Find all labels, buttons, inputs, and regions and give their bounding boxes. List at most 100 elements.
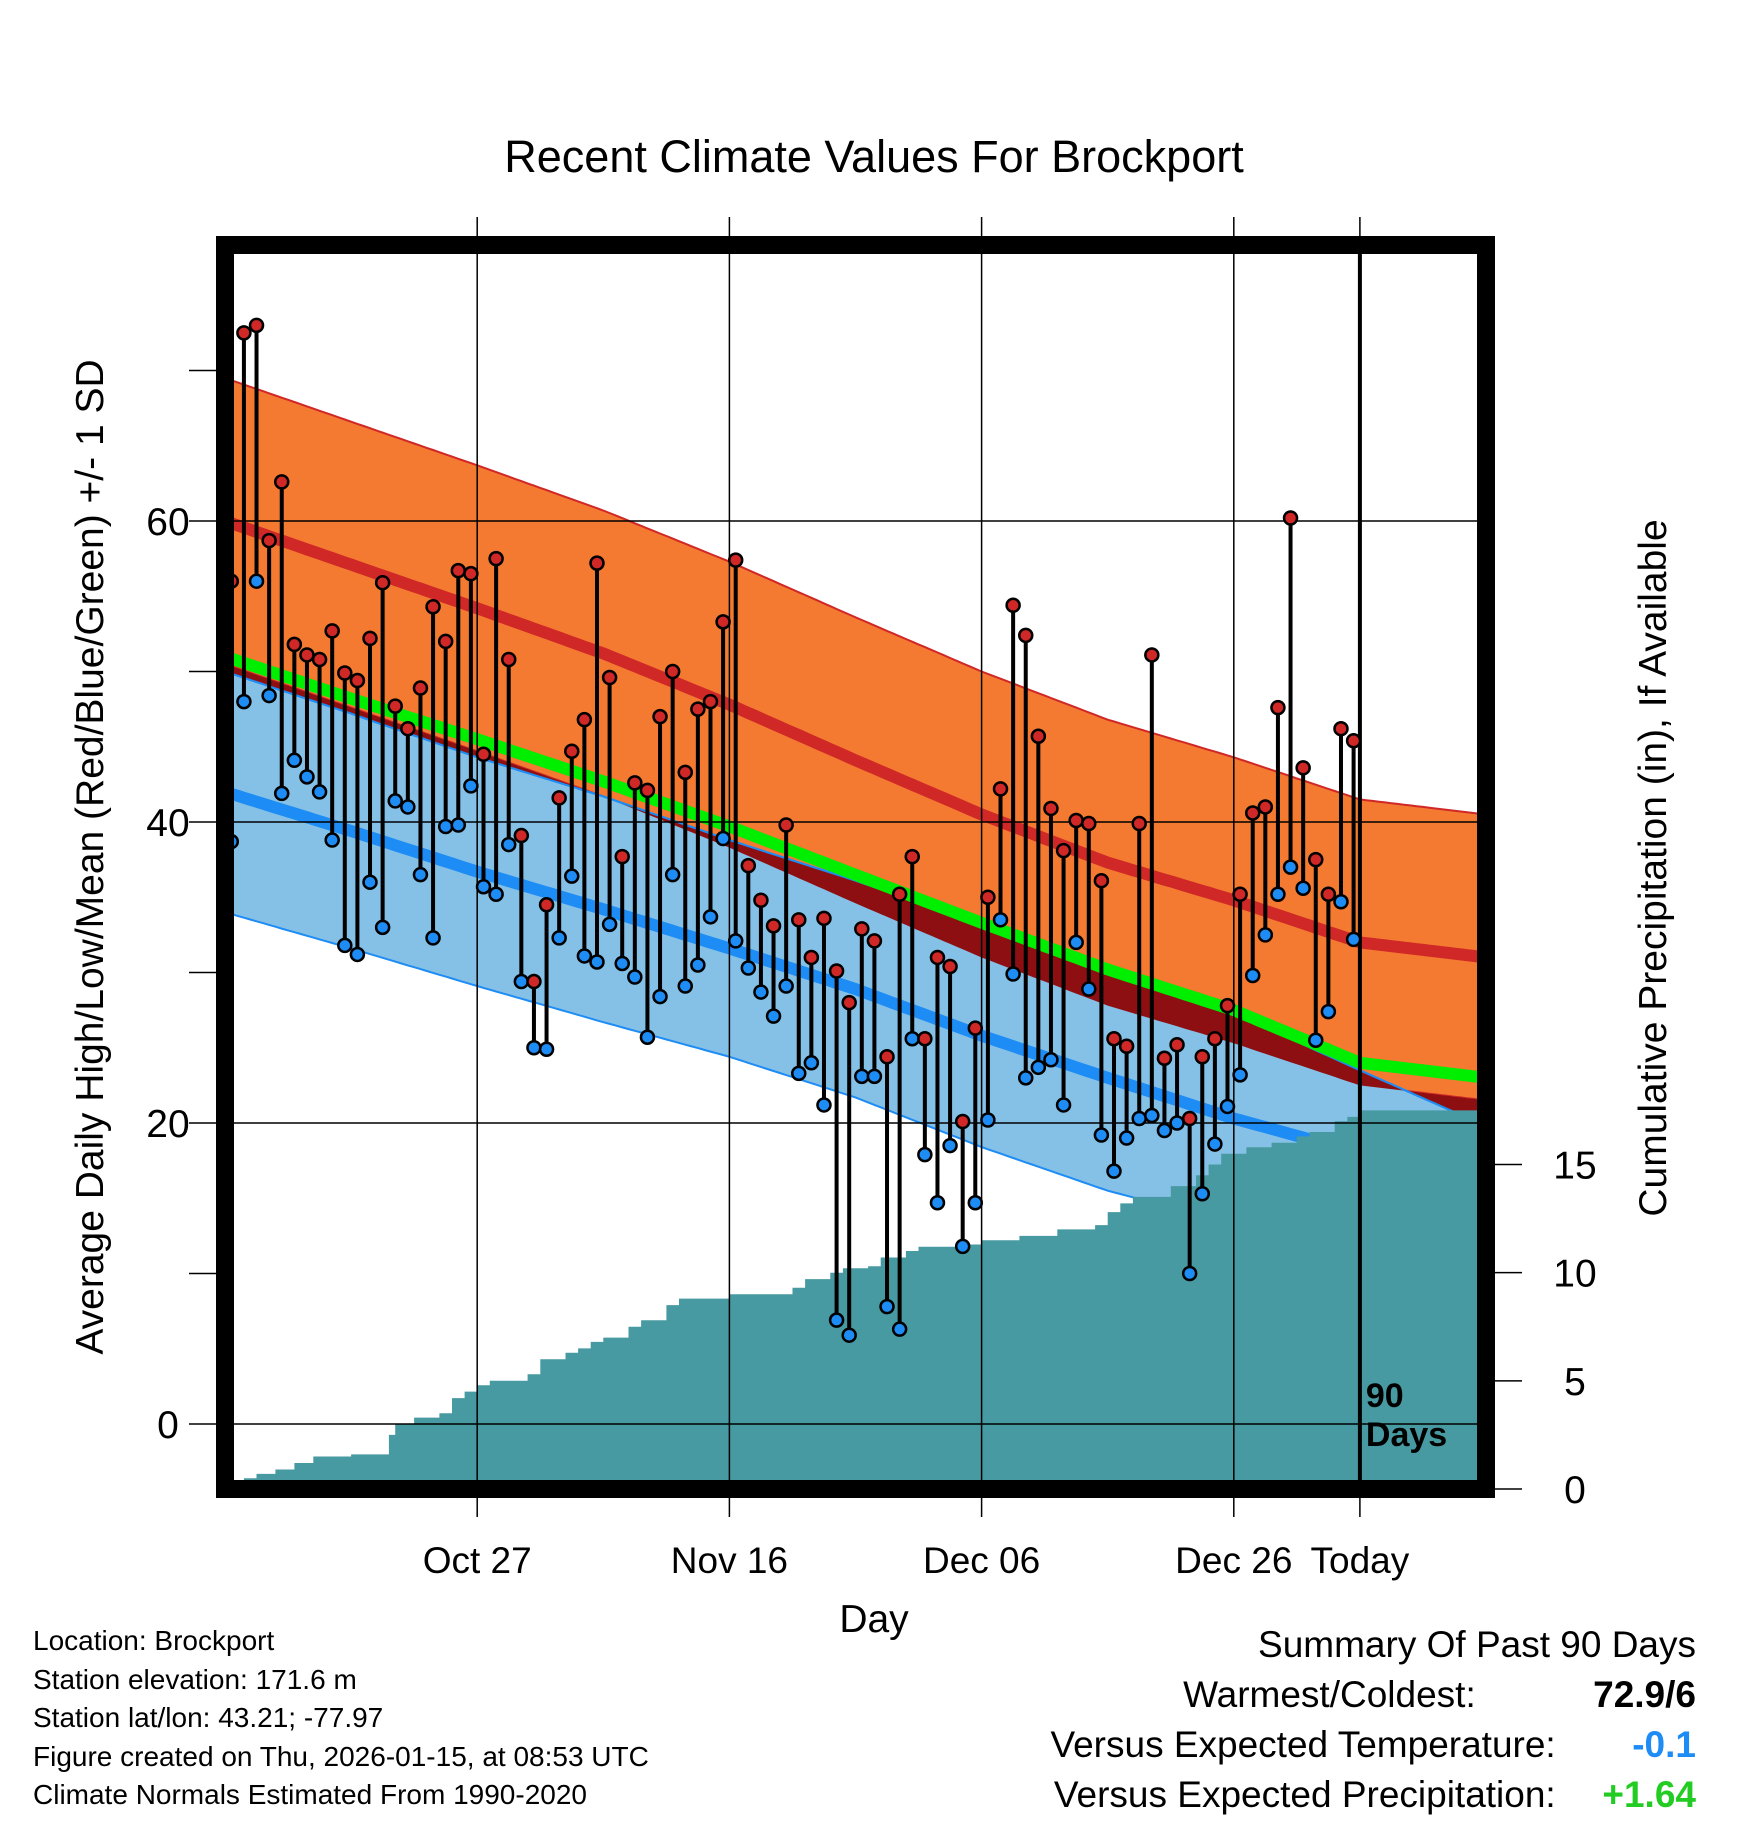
daily-low-point — [412, 866, 429, 883]
daily-low-point — [1081, 981, 1097, 997]
daily-low-point — [589, 954, 605, 970]
daily-high-point — [1320, 886, 1337, 902]
daily-low-point — [526, 1040, 542, 1056]
daily-low-point — [1055, 1097, 1072, 1113]
daily-low-point — [727, 933, 744, 949]
daily-high-point — [841, 994, 857, 1011]
daily-high-point — [349, 672, 366, 689]
daily-high-point — [715, 614, 731, 630]
daily-low-point — [1333, 894, 1349, 910]
daily-low-point — [1118, 1130, 1135, 1146]
daily-high-point — [1005, 597, 1021, 614]
daily-low-point — [601, 916, 618, 933]
warmest-coldest-value: 72.9/6 — [1593, 1674, 1696, 1715]
daily-low-point — [248, 573, 265, 589]
x-tick-label: Dec 06 — [923, 1540, 1040, 1581]
daily-low-point — [677, 978, 694, 994]
daily-high-point — [324, 623, 340, 639]
y-tick-label-right: 15 — [1553, 1144, 1596, 1187]
daily-low-point — [1068, 934, 1084, 951]
chart-title: Recent Climate Values For Brockport — [504, 131, 1244, 182]
daily-high-point — [652, 708, 668, 725]
daily-low-point — [1295, 880, 1311, 896]
summary-panel: Summary Of Past 90 Days Warmest/Coldest:… — [896, 1620, 1696, 1820]
daily-high-point — [614, 848, 630, 865]
daily-low-point — [1244, 967, 1261, 984]
daily-high-point — [362, 630, 378, 647]
daily-high-point — [1207, 1030, 1223, 1047]
y-axis-label-right: Cumulative Precipitation (in), If Availa… — [1632, 519, 1675, 1216]
station-info: Location: Brockport Station elevation: 1… — [33, 1622, 649, 1815]
created-text: Figure created on Thu, 2026-01-15, at 08… — [33, 1740, 649, 1772]
temp-departure-value: -0.1 — [1632, 1724, 1696, 1765]
daily-low-point — [854, 1068, 870, 1085]
daily-high-point — [601, 669, 618, 686]
daily-high-point — [1043, 800, 1059, 817]
daily-low-point — [917, 1146, 933, 1163]
daily-high-point — [1257, 799, 1274, 815]
daily-high-point — [1118, 1038, 1135, 1054]
daily-low-point — [463, 778, 479, 794]
daily-low-point — [791, 1065, 807, 1082]
daily-mean-line — [225, 650, 1486, 1084]
high-mean-line — [225, 515, 1486, 964]
daily-high-point — [639, 782, 656, 799]
daily-low-point — [362, 874, 378, 890]
location-text: Location: Brockport — [33, 1625, 275, 1656]
daily-high-point — [765, 918, 782, 934]
precip-departure-row: Versus Expected Precipitation: +1.64 — [896, 1770, 1696, 1820]
daily-high-point — [1093, 872, 1110, 889]
daily-low-point — [866, 1068, 883, 1085]
y-tick-label-left: 20 — [146, 1103, 189, 1146]
daily-low-point — [1106, 1163, 1122, 1179]
daily-high-point — [879, 1049, 895, 1065]
daily-low-point — [1194, 1185, 1211, 1202]
daily-high-point — [261, 532, 277, 549]
daily-high-point — [412, 680, 429, 696]
daily-high-point — [1055, 842, 1072, 859]
daily-high-point — [1068, 812, 1084, 829]
daily-high-point — [690, 701, 706, 717]
warmest-coldest-row: Warmest/Coldest: 72.9/6 — [896, 1670, 1696, 1720]
daily-low-point — [967, 1195, 984, 1211]
daily-low-point — [261, 687, 277, 704]
daily-low-point — [954, 1238, 971, 1255]
daily-low-point — [564, 868, 580, 884]
daily-high-point — [702, 693, 719, 710]
daily-low-point — [1308, 1032, 1324, 1048]
daily-low-point — [753, 984, 769, 1000]
daily-high-point — [1282, 510, 1299, 526]
daily-low-point — [1181, 1265, 1198, 1282]
daily-high-point — [677, 764, 694, 781]
daily-low-point — [664, 866, 681, 883]
daily-high-point — [1181, 1110, 1198, 1127]
daily-low-point — [715, 830, 731, 847]
temp-departure-row: Versus Expected Temperature: -0.1 — [896, 1720, 1696, 1770]
daily-low-point — [311, 784, 328, 800]
daily-high-point — [425, 599, 441, 615]
x-tick-label: Dec 26 — [1175, 1540, 1292, 1581]
daily-high-point — [803, 949, 820, 966]
daily-low-point — [929, 1195, 946, 1211]
daily-low-point — [1207, 1136, 1223, 1152]
daily-high-point — [980, 889, 996, 905]
today-marker-label-days: Days — [1366, 1416, 1447, 1454]
latlon-text: Station lat/lon: 43.21; -77.97 — [33, 1702, 384, 1733]
normals-text: Climate Normals Estimated From 1990-2020 — [33, 1779, 587, 1810]
daily-high-point — [664, 663, 681, 680]
x-tick-label: Today — [1311, 1540, 1410, 1581]
daily-low-point — [765, 1008, 782, 1024]
elevation-text: Station elevation: 171.6 m — [33, 1663, 357, 1695]
daily-low-point — [324, 832, 340, 848]
daily-low-point — [1131, 1110, 1147, 1127]
daily-low-point — [639, 1029, 656, 1045]
daily-low-point — [400, 799, 416, 815]
daily-low-point — [236, 693, 252, 710]
y-tick-label-left: 0 — [157, 1404, 179, 1447]
daily-low-point — [1169, 1115, 1185, 1131]
y-tick-label-right: 5 — [1564, 1361, 1586, 1404]
daily-low-point — [538, 1041, 555, 1058]
